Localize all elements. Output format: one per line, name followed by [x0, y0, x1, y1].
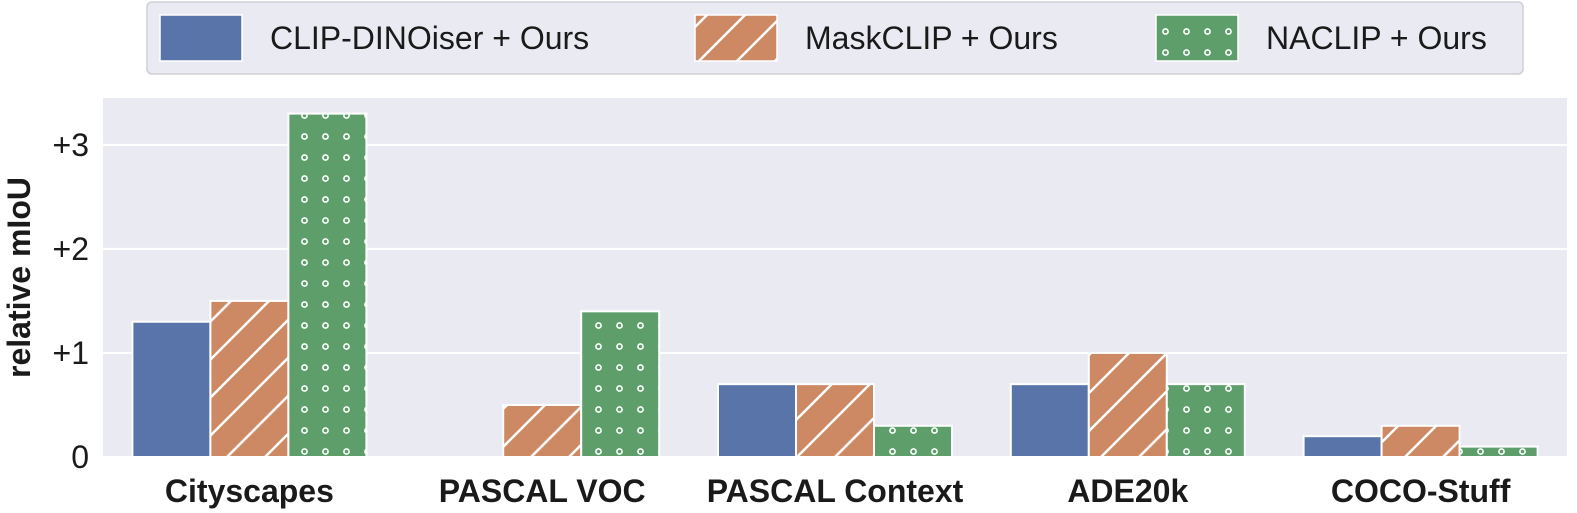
bar-maskclip-cityscapes — [209, 299, 290, 459]
x-category-label: Cityscapes — [165, 473, 334, 509]
bar-clip-dinoiser-pascal-context — [717, 383, 797, 458]
legend-label: NACLIP + Ours — [1266, 20, 1487, 56]
bar-maskclip-pascal-voc — [502, 403, 583, 458]
bar-naclip-cityscapes — [287, 112, 368, 458]
y-tick-labels: 0 +1 +2 +3 — [53, 127, 89, 475]
bar-naclip-pascal-voc — [580, 310, 661, 458]
bar-naclip-pascal-context — [873, 424, 953, 459]
legend-swatch — [1155, 14, 1239, 62]
legend-label: CLIP-DINOiser + Ours — [270, 20, 589, 56]
bar-naclip-coco-stuff — [1458, 445, 1539, 459]
bar-clip-dinoiser-coco-stuff — [1302, 435, 1383, 459]
bar-maskclip-pascal-context — [795, 383, 875, 458]
x-category-label: ADE20k — [1067, 473, 1188, 509]
x-category-label: PASCAL Context — [707, 473, 964, 509]
bar-maskclip-ade20k — [1087, 351, 1168, 458]
legend-swatch — [159, 14, 243, 62]
y-tick-label: +3 — [53, 127, 89, 163]
bar-clip-dinoiser-ade20k — [1009, 383, 1090, 458]
bar-maskclip-coco-stuff — [1380, 424, 1461, 459]
bars — [131, 112, 1539, 459]
y-axis-label: relative mIoU — [1, 177, 37, 378]
legend-swatch — [694, 14, 778, 62]
x-category-label: COCO-Stuff — [1331, 473, 1511, 509]
y-tick-label: +2 — [53, 231, 89, 267]
bar-clip-dinoiser-cityscapes — [131, 320, 212, 458]
x-category-labels: Cityscapes PASCAL VOC PASCAL Context ADE20k… — [165, 473, 1511, 509]
legend-label: MaskCLIP + Ours — [805, 20, 1058, 56]
x-category-label: PASCAL VOC — [439, 473, 646, 509]
y-tick-label: +1 — [53, 335, 89, 371]
bar-naclip-ade20k — [1165, 383, 1246, 458]
y-tick-label: 0 — [71, 439, 89, 475]
legend: CLIP-DINOiser + Ours MaskCLIP + Ours NACLI… — [146, 1, 1524, 75]
